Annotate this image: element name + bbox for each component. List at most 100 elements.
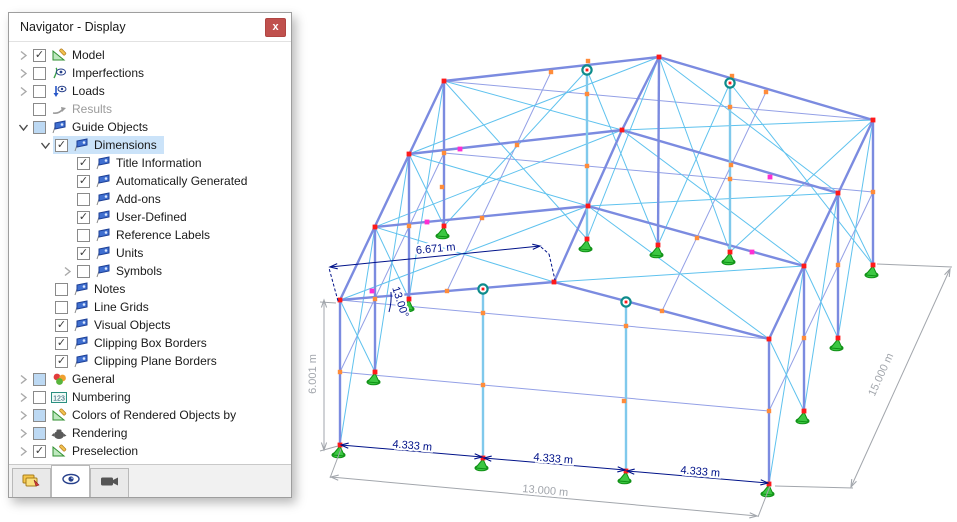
expander-down-icon[interactable] [15, 120, 31, 134]
checkbox-dimensions[interactable]: ✓ [55, 138, 68, 152]
tree-item-guide-objects[interactable]: Guide Objects [9, 118, 291, 136]
checkbox-loads[interactable] [33, 84, 46, 98]
tree-item-visual-objects[interactable]: ✓ Visual Objects [9, 316, 291, 334]
dimension-dim-length: 15.000 m [774, 263, 953, 489]
tree-item-clipping-plane-borders[interactable]: ✓ Clipping Plane Borders [9, 352, 291, 370]
checkbox-reference-labels[interactable] [77, 228, 90, 242]
tree-item-user-defined[interactable]: ✓ User-Defined [9, 208, 291, 226]
setsquare-icon [51, 48, 67, 63]
expander-right-icon[interactable] [15, 444, 31, 458]
checkbox-general[interactable] [33, 372, 46, 386]
flag-icon [73, 336, 89, 351]
expander-right-icon[interactable] [15, 48, 31, 62]
tree-item-loads[interactable]: Loads [9, 82, 291, 100]
support-icon [366, 372, 381, 386]
general-icon [51, 372, 67, 387]
tree-item-title-information[interactable]: ✓ Title Information [9, 154, 291, 172]
checkbox-user-defined[interactable]: ✓ [77, 210, 90, 224]
expander-down-icon[interactable] [37, 138, 53, 152]
flag-icon [51, 120, 67, 135]
tree-item-general[interactable]: General [9, 370, 291, 388]
tree-item-add-ons[interactable]: Add-ons [9, 190, 291, 208]
tree-item-units[interactable]: ✓ Units [9, 244, 291, 262]
checkbox-imperfections[interactable] [33, 66, 46, 80]
expander-right-icon[interactable] [15, 408, 31, 422]
checkbox-add-ons[interactable] [77, 192, 90, 206]
expander-spacer [15, 102, 31, 116]
tree-item-label: Clipping Plane Borders [94, 354, 217, 368]
checkbox-model[interactable]: ✓ [33, 48, 46, 62]
checkbox-preselection[interactable]: ✓ [33, 444, 46, 458]
checkbox-colors-of-rendered-objects-by[interactable] [33, 408, 46, 422]
tree-item-line-grids[interactable]: Line Grids [9, 298, 291, 316]
tree-item-preselection[interactable]: ✓ Preselection [9, 442, 291, 460]
panel-titlebar[interactable]: Navigator - Display x [9, 13, 291, 42]
close-button[interactable]: x [265, 17, 286, 37]
checkbox-clipping-plane-borders[interactable]: ✓ [55, 354, 68, 368]
tab-views[interactable] [90, 468, 129, 497]
flag-icon [73, 282, 89, 297]
support-icon [617, 471, 632, 485]
checkbox-automatically-generated[interactable]: ✓ [77, 174, 90, 188]
camera-icon [100, 474, 120, 493]
checkbox-guide-objects[interactable] [33, 120, 46, 134]
navigator-tabbar [9, 464, 291, 497]
tree-item-automatically-generated[interactable]: ✓ Automatically Generated [9, 172, 291, 190]
tree-item-label: User-Defined [116, 210, 187, 224]
checkbox-symbols[interactable] [77, 264, 90, 278]
imperfections-icon [51, 66, 67, 81]
flag-icon [95, 210, 111, 225]
flag-icon [95, 192, 111, 207]
checkbox-title-information[interactable]: ✓ [77, 156, 90, 170]
expander-right-icon[interactable] [15, 372, 31, 386]
checkbox-results[interactable] [33, 102, 46, 116]
expander-right-icon[interactable] [59, 264, 75, 278]
tree-item-notes[interactable]: Notes [9, 280, 291, 298]
tree-item-model[interactable]: ✓ Model [9, 46, 291, 64]
flag-icon [95, 264, 111, 279]
tree-item-rendering[interactable]: Rendering [9, 424, 291, 442]
dimension-label: 15.000 m [866, 351, 896, 398]
tree-item-numbering[interactable]: 123 Numbering [9, 388, 291, 406]
tree-item-results[interactable]: Results [9, 100, 291, 118]
tree-item-label: Loads [72, 84, 105, 98]
checkbox-line-grids[interactable] [55, 300, 68, 314]
tree-item-label: Guide Objects [72, 120, 149, 134]
tree-item-dimensions[interactable]: ✓ Dimensions [9, 136, 291, 154]
tree-item-symbols[interactable]: Symbols [9, 262, 291, 280]
tab-data[interactable] [12, 468, 51, 497]
expander-spacer [37, 336, 53, 350]
dimension-dim-height: 6.001 m [305, 298, 339, 452]
intermediate-nodes [337, 58, 876, 414]
expander-spacer [37, 282, 53, 296]
dimension-dim-bay-2: 4.333 m [482, 449, 627, 473]
tree-item-reference-labels[interactable]: Reference Labels [9, 226, 291, 244]
tree-item-colors-of-rendered-objects-by[interactable]: Colors of Rendered Objects by [9, 406, 291, 424]
expander-right-icon[interactable] [15, 84, 31, 98]
expander-spacer [59, 246, 75, 260]
checkbox-units[interactable]: ✓ [77, 246, 90, 260]
tree-item-label: Numbering [72, 390, 131, 404]
checkbox-numbering[interactable] [33, 390, 46, 404]
tree-item-label: Results [72, 102, 113, 116]
loads-icon [51, 84, 67, 99]
tree-item-clipping-box-borders[interactable]: ✓ Clipping Box Borders [9, 334, 291, 352]
tree-item-label: General [72, 372, 115, 386]
checkbox-notes[interactable] [55, 282, 68, 296]
checkbox-rendering[interactable] [33, 426, 46, 440]
tree-item-imperfections[interactable]: Imperfections [9, 64, 291, 82]
checkbox-visual-objects[interactable]: ✓ [55, 318, 68, 332]
tree-item-label: Title Information [116, 156, 202, 170]
hinge-markers [477, 64, 736, 308]
checkbox-clipping-box-borders[interactable]: ✓ [55, 336, 68, 350]
support-icon [435, 226, 450, 240]
expander-right-icon[interactable] [15, 390, 31, 404]
setsquare-icon [51, 408, 67, 423]
tree-item-label: Visual Objects [94, 318, 171, 332]
expander-right-icon[interactable] [15, 426, 31, 440]
expander-spacer [59, 210, 75, 224]
tab-display[interactable] [51, 465, 90, 497]
dimension-label: 4.333 m [680, 464, 721, 479]
expander-right-icon[interactable] [15, 66, 31, 80]
